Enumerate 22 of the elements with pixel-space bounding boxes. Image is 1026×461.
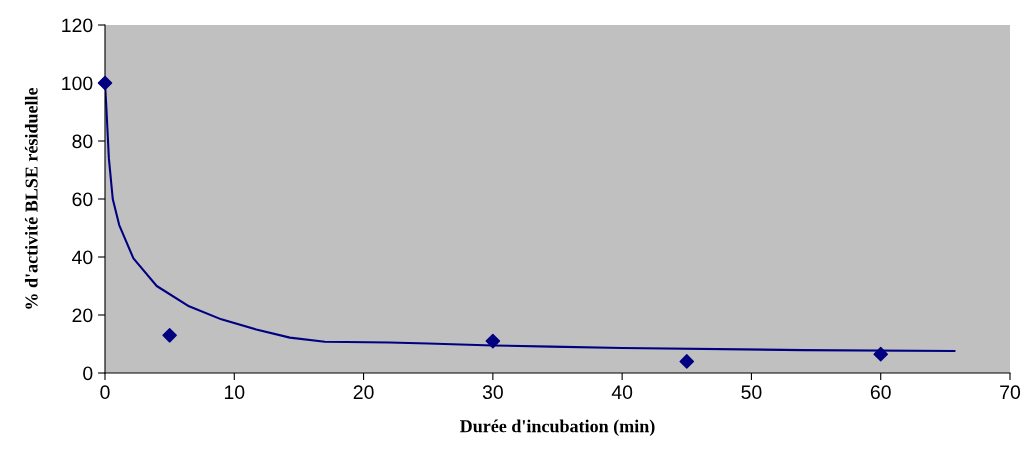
y-tick-label: 80 [72, 134, 93, 149]
y-tick-label: 40 [72, 250, 93, 265]
point [873, 346, 888, 362]
y-axis-title: % d'activité BLSE résiduelle [24, 87, 38, 309]
x-tick-label: 30 [482, 385, 503, 400]
x-tick-label: 70 [1000, 385, 1021, 400]
x-tick-label: 60 [870, 385, 891, 400]
x-tick-label: 10 [224, 385, 245, 400]
y-tick-label: 100 [62, 76, 93, 91]
y-tick-label: 60 [72, 192, 93, 207]
point [162, 328, 177, 343]
x-tick-label: 0 [100, 385, 110, 400]
x-tick-label: 50 [741, 385, 762, 400]
y-tick-label: 20 [72, 308, 93, 323]
y-tick-label: 0 [83, 366, 93, 381]
x-tick-label: 40 [611, 385, 633, 400]
x-axis-title: Durée d'incubation (min) [460, 419, 655, 436]
y-tick-label: 120 [62, 18, 93, 33]
point [679, 354, 695, 369]
point [485, 333, 501, 349]
x-tick-label: 20 [353, 385, 374, 400]
point [97, 75, 113, 91]
